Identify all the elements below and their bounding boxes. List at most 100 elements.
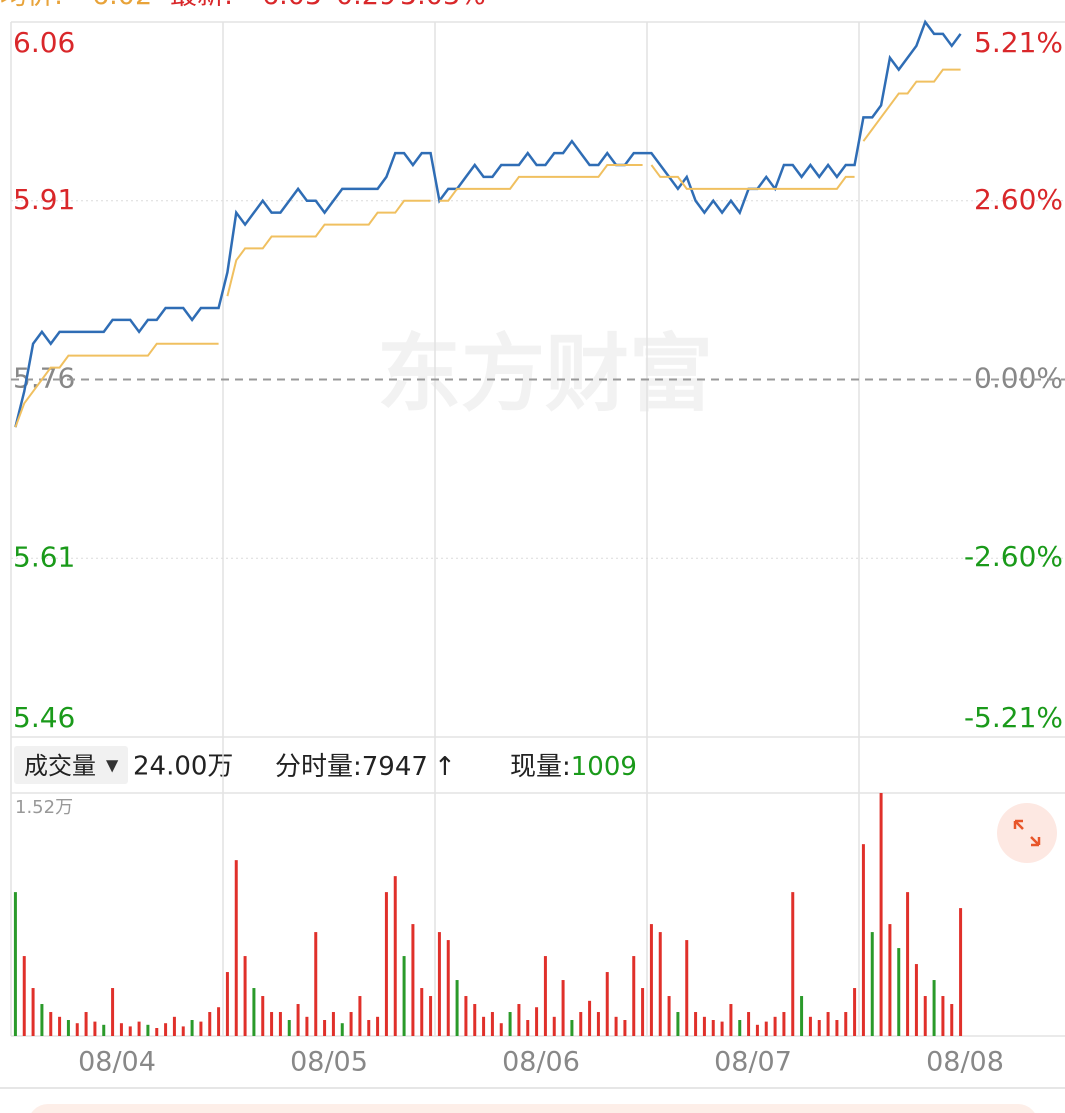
volume-bar [66, 1020, 70, 1036]
volume-bar [791, 892, 795, 1036]
volume-bar [596, 1012, 600, 1036]
volume-bar [172, 1016, 176, 1036]
volume-bar [367, 1020, 371, 1036]
volume-bar [499, 1023, 503, 1036]
volume-bar [181, 1026, 185, 1036]
volume-bar [738, 1020, 742, 1036]
last-value: 6.05 [262, 0, 322, 11]
volume-bar [888, 924, 892, 1036]
volume-bar [561, 980, 565, 1036]
volume-bar [58, 1016, 62, 1036]
now-volume: 现量:1009 [510, 752, 637, 782]
volume-bar [234, 860, 238, 1036]
x-tick-label: 08/07 [714, 1047, 792, 1078]
y2-tick-label: -2.60% [964, 540, 1063, 573]
volume-bar [252, 988, 256, 1036]
volume-bar [243, 956, 247, 1036]
volume-bar [817, 1020, 821, 1036]
y-tick-label: 5.61 [13, 540, 75, 573]
volume-bar [535, 1007, 539, 1036]
volume-bar [623, 1020, 627, 1036]
average-line [14, 342, 219, 428]
volume-bar [959, 908, 963, 1036]
volume-bar [305, 1016, 309, 1036]
x-tick-label: 08/05 [290, 1047, 368, 1078]
volume-bar [331, 1012, 335, 1036]
volume-bar [729, 1004, 733, 1036]
volume-bar [667, 996, 671, 1036]
y-tick-label: 5.46 [13, 701, 75, 734]
volume-bar [526, 1020, 530, 1036]
volume-bar [914, 964, 918, 1036]
volume-bar [208, 1012, 212, 1036]
volume-bar [84, 1012, 88, 1036]
average-line [226, 199, 431, 297]
bottom-banner [31, 1104, 1035, 1113]
volume-bar [199, 1021, 203, 1036]
average-line [862, 68, 961, 142]
volume-bar [128, 1026, 132, 1036]
volume-bar [614, 1016, 618, 1036]
volume-bar [685, 940, 689, 1036]
volume-bar [482, 1016, 486, 1036]
y2-tick-label: 2.60% [974, 183, 1063, 216]
volume-bar [323, 1020, 327, 1036]
volume-bar [137, 1021, 141, 1036]
volume-bar [897, 948, 901, 1036]
volume-bar [632, 956, 636, 1036]
volume-bar [941, 996, 945, 1036]
volume-bar [49, 1012, 53, 1036]
volume-bar [393, 876, 397, 1036]
volume-bar [800, 996, 804, 1036]
volume-bar [879, 793, 883, 1036]
volume-bar [490, 1012, 494, 1036]
volume-bar [508, 1012, 512, 1036]
volume-bar [376, 1016, 380, 1036]
volume-bar [950, 1004, 954, 1036]
volume-bar [808, 1016, 812, 1036]
volume-bar [773, 1016, 777, 1036]
volume-bar [641, 988, 645, 1036]
volume-bar [22, 956, 26, 1036]
volume-bar [446, 940, 450, 1036]
tick-volume-value: 7947 [362, 752, 428, 782]
tick-volume: 分时量:7947 ↑ [275, 752, 456, 782]
volume-bar [782, 1012, 786, 1036]
volume-bar [844, 1012, 848, 1036]
selector-label[interactable]: 成交量 [24, 752, 96, 780]
selector-arrow[interactable]: ▼ [106, 756, 119, 775]
volume-bar [40, 1004, 44, 1036]
x-tick-label: 08/04 [78, 1047, 156, 1078]
volume-bar [437, 932, 441, 1036]
y2-tick-label: 0.00% [974, 362, 1063, 395]
volume-bar [411, 924, 415, 1036]
volume-bar [658, 932, 662, 1036]
average-line [439, 164, 643, 202]
volume-bar [340, 1023, 344, 1036]
expand-button[interactable] [997, 803, 1057, 863]
y-tick-label: 5.91 [13, 183, 75, 216]
y-tick-label: 1.52万 [15, 797, 73, 818]
volume-bar [579, 1012, 583, 1036]
volume-bar [923, 996, 927, 1036]
volume-bar [764, 1021, 768, 1036]
volume-total: 24.00万 [133, 752, 233, 782]
change: 0.29 [336, 0, 396, 11]
volume-bar [190, 1020, 194, 1036]
x-tick-label: 08/08 [926, 1047, 1004, 1078]
volume-bar [278, 1012, 282, 1036]
avg-label: 均价: [0, 0, 63, 11]
average-line [650, 164, 855, 190]
expand-icon[interactable] [1013, 819, 1041, 847]
volume-bar [75, 1023, 79, 1036]
volume-bar [314, 932, 318, 1036]
y2-tick-label: 5.21% [974, 26, 1063, 59]
y2-tick-label: -5.21% [964, 701, 1063, 734]
volume-bar [517, 1004, 521, 1036]
volume-bar [111, 988, 115, 1036]
volume-bar [93, 1021, 97, 1036]
volume-selector[interactable] [14, 746, 128, 784]
volume-bar [146, 1024, 150, 1036]
now-volume-value: 1009 [571, 752, 637, 782]
